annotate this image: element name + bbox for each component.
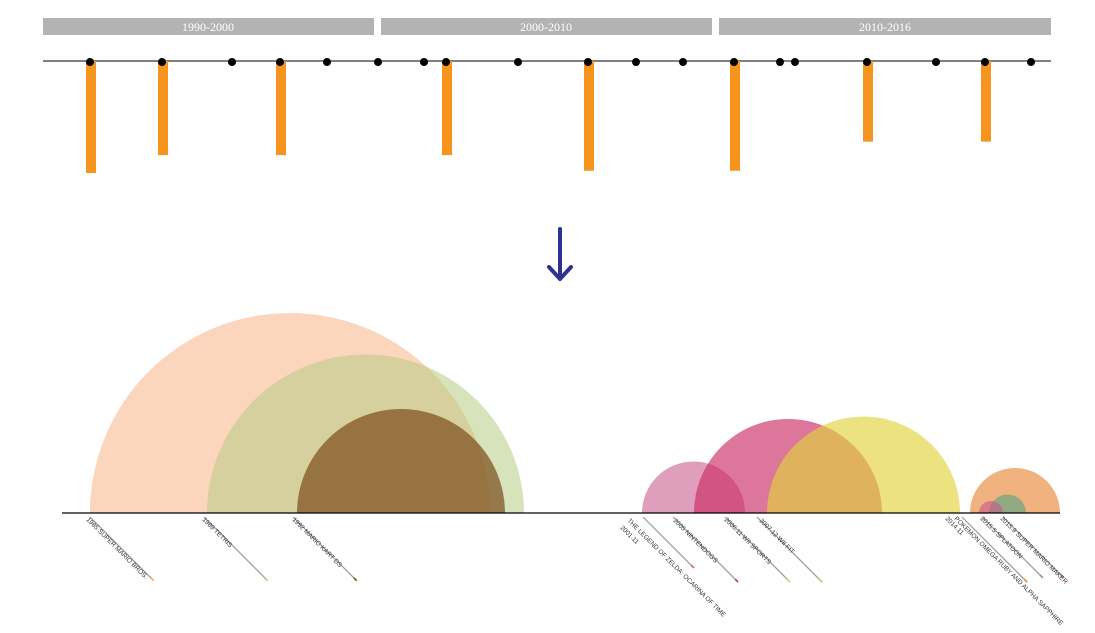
timeline-bar	[981, 61, 991, 142]
game-label: 2007.12 WII FIT	[758, 517, 796, 555]
timeline-dot	[420, 58, 428, 66]
timeline-dot	[374, 58, 382, 66]
leader-tip	[734, 578, 739, 583]
leader-line	[961, 516, 1028, 583]
timeline-dot	[632, 58, 640, 66]
timeline-dots	[86, 58, 1035, 66]
timeline-dot	[276, 58, 284, 66]
leader-line	[292, 516, 358, 582]
timeline-bars	[86, 61, 991, 173]
timeline-bar	[276, 61, 286, 156]
period-bar-2000-2010	[381, 18, 712, 35]
timeline-bar	[863, 61, 873, 142]
leader-tip	[1023, 578, 1028, 583]
leader-tip	[1060, 574, 1065, 579]
timeline-bar	[158, 61, 168, 156]
timeline-dot	[863, 58, 871, 66]
timeline-dot	[323, 58, 331, 66]
period-headers: 1990-2000 2000-2010 2010-2016	[43, 18, 1051, 35]
timeline-dot	[791, 58, 799, 66]
period-label-2010-2016: 2010-2016	[859, 20, 911, 34]
timeline-dot	[584, 58, 592, 66]
down-arrow-icon	[547, 227, 573, 281]
game-label: 1985 SUPER MARIO BROS.	[85, 516, 149, 580]
game-label: 2005 NINTENDOGS	[672, 517, 720, 565]
period-label-2000-2010: 2000-2010	[520, 20, 572, 34]
timeline-dot	[442, 58, 450, 66]
arc-group	[90, 313, 1060, 513]
timeline-bar	[584, 61, 594, 171]
timeline-bar	[86, 61, 96, 173]
leader-tip	[818, 578, 823, 583]
timeline-dot	[86, 58, 94, 66]
leader-line	[981, 516, 1044, 579]
leader-tip	[150, 577, 155, 582]
leader-line	[724, 516, 791, 583]
period-bar-2010-2016	[719, 18, 1051, 35]
timeline-dot	[776, 58, 784, 66]
timeline-bar	[730, 61, 740, 171]
timeline-dot	[932, 58, 940, 66]
arc-labels: 1985 SUPER MARIO BROS. 1989 TETRIS 1992 MA…	[85, 515, 1069, 627]
game-label: 1989 TETRIS	[201, 516, 234, 549]
leader-tip	[786, 578, 791, 583]
leader-tip	[690, 564, 695, 569]
leader-line	[1002, 516, 1065, 579]
timeline-dot	[730, 58, 738, 66]
arc-3	[297, 409, 505, 513]
timeline-dot	[1027, 58, 1035, 66]
period-bar-1990-2000	[43, 18, 374, 35]
leader-line	[203, 516, 269, 582]
timeline-bar	[442, 61, 452, 156]
leader-line	[89, 516, 155, 582]
arc-10	[979, 501, 1003, 513]
leader-line	[672, 516, 739, 583]
leader-line	[642, 516, 695, 569]
leader-line	[756, 516, 823, 583]
leader-lines	[89, 516, 1065, 583]
game-label: POKEMON OMEGA RUBY AND ALPHA SAPPHIRE	[953, 515, 1065, 627]
timeline-dot	[981, 58, 989, 66]
period-label-1990-2000: 1990-2000	[182, 20, 234, 34]
timeline-dot	[158, 58, 166, 66]
leader-tip	[353, 577, 358, 582]
timeline-dot	[228, 58, 236, 66]
timeline-dot	[514, 58, 522, 66]
leader-tip	[264, 577, 269, 582]
game-label: THE LEGEND OF ZELDA: OCARINA OF TIME	[626, 517, 728, 619]
leader-tip	[1039, 574, 1044, 579]
arc-6	[767, 416, 960, 513]
timeline-dot	[679, 58, 687, 66]
game-label: 1992 MARIO KART DS	[291, 516, 344, 569]
